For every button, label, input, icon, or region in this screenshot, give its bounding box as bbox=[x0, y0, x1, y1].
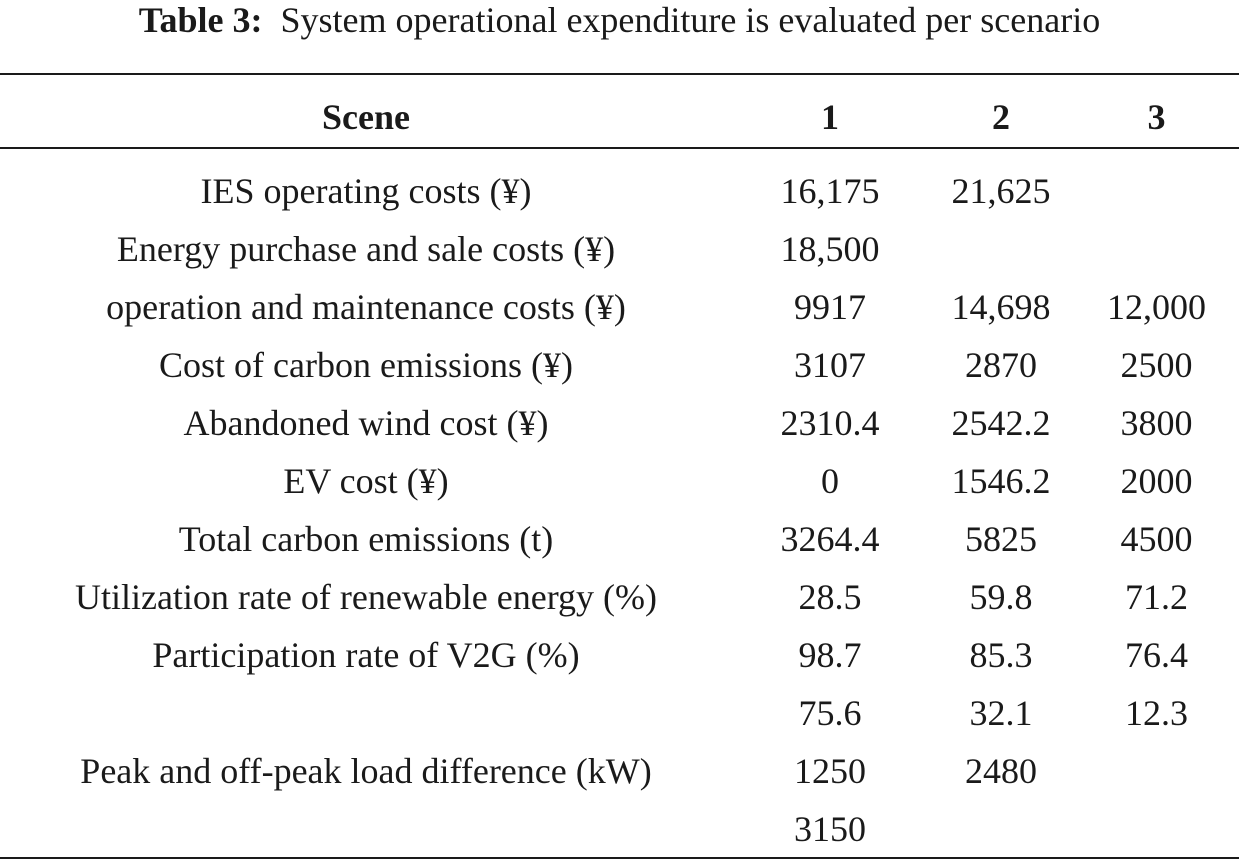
value-cell: 2542.2 bbox=[951, 403, 1051, 443]
value-cell: 2500 bbox=[1120, 345, 1193, 385]
value-cell: 16,175 bbox=[780, 171, 880, 211]
value-cell: 3150 bbox=[794, 809, 866, 849]
expenditure-table: Scene 1 2 3 IES operating costs (¥) 16,17… bbox=[0, 86, 1239, 858]
value-cell: 32.1 bbox=[969, 693, 1033, 733]
top-rule bbox=[0, 73, 1239, 75]
value-cell: 4500 bbox=[1120, 519, 1193, 559]
table-row: Total carbon emissions (t) 3264.4 5825 4500 bbox=[0, 510, 1239, 568]
header-cell-scene-2: 2 bbox=[992, 97, 1010, 137]
value-cell: 71.2 bbox=[1125, 577, 1188, 617]
value-cell: 28.5 bbox=[798, 577, 862, 617]
value-cell: 5825 bbox=[965, 519, 1037, 559]
table-row: Participation rate of V2G (%) 98.7 85.3 76.… bbox=[0, 626, 1239, 684]
row-label-cell: Utilization rate of renewable energy (%) bbox=[74, 577, 658, 617]
value-cell: 2000 bbox=[1120, 461, 1193, 501]
header-cell-scene: Scene bbox=[322, 97, 410, 137]
value-cell bbox=[1074, 742, 1239, 800]
table-row: Abandoned wind cost (¥) 2310.4 2542.2 3800 bbox=[0, 394, 1239, 452]
value-cell bbox=[1074, 220, 1239, 278]
row-label-cell: operation and maintenance costs (¥) bbox=[106, 287, 626, 327]
value-cell bbox=[928, 220, 1074, 278]
value-cell: 12.3 bbox=[1125, 693, 1188, 733]
row-label-cell: Total carbon emissions (t) bbox=[178, 519, 554, 559]
row-label-cell bbox=[0, 684, 732, 742]
row-label-cell: Energy purchase and sale costs (¥) bbox=[116, 229, 616, 269]
table-row: operation and maintenance costs (¥) 9917 1… bbox=[0, 278, 1239, 336]
value-cell bbox=[928, 800, 1074, 858]
row-label-cell: Peak and off-peak load difference (kW) bbox=[80, 751, 652, 791]
value-cell: 59.8 bbox=[969, 577, 1033, 617]
table-row: 75.6 32.1 12.3 bbox=[0, 684, 1239, 742]
value-cell: 3800 bbox=[1120, 403, 1193, 443]
row-label-cell: EV cost (¥) bbox=[283, 461, 449, 501]
value-cell: 21,625 bbox=[951, 171, 1051, 211]
table-row: Utilization rate of renewable energy (%)… bbox=[0, 568, 1239, 626]
value-cell: 1546.2 bbox=[951, 461, 1051, 501]
table-caption: Table 3: System operational expenditure … bbox=[0, 0, 1239, 40]
value-cell: 76.4 bbox=[1125, 635, 1188, 675]
row-label-cell: Abandoned wind cost (¥) bbox=[183, 403, 549, 443]
table-body: IES operating costs (¥) 16,175 21,625 Energ… bbox=[0, 162, 1239, 858]
caption-text: System operational expenditure is evalua… bbox=[280, 0, 1101, 40]
value-cell: 98.7 bbox=[798, 635, 862, 675]
header-cell-scene-3: 3 bbox=[1147, 97, 1166, 137]
value-cell: 2310.4 bbox=[780, 403, 880, 443]
value-cell: 2870 bbox=[965, 345, 1037, 385]
value-cell: 14,698 bbox=[951, 287, 1051, 327]
value-cell: 18,500 bbox=[780, 229, 880, 269]
value-cell: 85.3 bbox=[969, 635, 1033, 675]
value-cell: 0 bbox=[821, 461, 839, 501]
header-rule bbox=[0, 147, 1239, 149]
header-cell-scene-1: 1 bbox=[821, 97, 839, 137]
row-label-cell: Cost of carbon emissions (¥) bbox=[159, 345, 573, 385]
value-cell: 12,000 bbox=[1107, 287, 1206, 327]
value-cell bbox=[1074, 162, 1239, 220]
value-cell: 2480 bbox=[965, 751, 1037, 791]
table-row: 3150 bbox=[0, 800, 1239, 858]
table-row: Cost of carbon emissions (¥) 3107 2870 2500 bbox=[0, 336, 1239, 394]
value-cell: 3264.4 bbox=[780, 519, 880, 559]
row-label-cell bbox=[0, 800, 732, 858]
table-row: Energy purchase and sale costs (¥) 18,500 bbox=[0, 220, 1239, 278]
row-label-cell: IES operating costs (¥) bbox=[200, 171, 532, 211]
value-cell: 75.6 bbox=[798, 693, 862, 733]
caption-label: Table 3: bbox=[138, 0, 263, 40]
table-row: IES operating costs (¥) 16,175 21,625 bbox=[0, 162, 1239, 220]
bottom-rule bbox=[0, 857, 1239, 859]
table-row: Peak and off-peak load difference (kW) 12… bbox=[0, 742, 1239, 800]
value-cell bbox=[1074, 800, 1239, 858]
value-cell: 1250 bbox=[794, 751, 866, 791]
value-cell: 9917 bbox=[794, 287, 866, 327]
header-row: Scene 1 2 3 bbox=[0, 86, 1239, 148]
value-cell: 3107 bbox=[794, 345, 866, 385]
table-row: EV cost (¥) 0 1546.2 2000 bbox=[0, 452, 1239, 510]
row-label-cell: Participation rate of V2G (%) bbox=[152, 635, 580, 675]
